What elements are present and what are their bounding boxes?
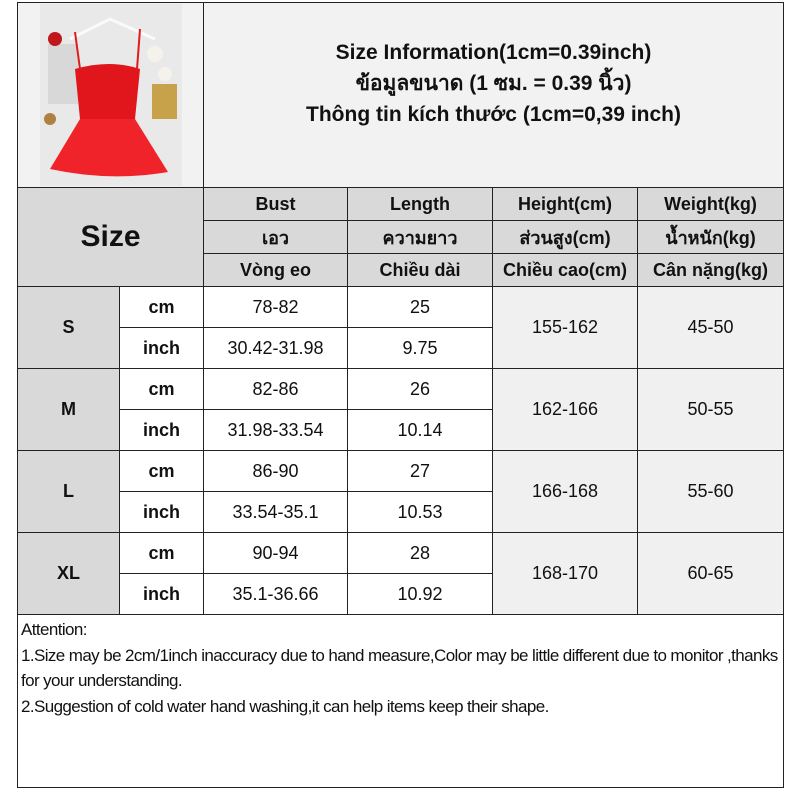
length-cm: 26	[347, 368, 493, 410]
unit-cm: cm	[119, 368, 204, 410]
size-xl: XL	[17, 532, 120, 615]
weight-range: 50-55	[636, 368, 785, 451]
table-row: S cm 78-82 25 155-162 45-50	[17, 286, 785, 369]
col-length-vi: Chiều dài	[347, 253, 493, 287]
length-cm: 27	[347, 450, 493, 492]
size-info-title: Size Information(1cm=0.39inch) ข้อมูลขนา…	[202, 2, 785, 188]
weight-range: 55-60	[636, 450, 785, 533]
bust-inch: 30.42-31.98	[203, 327, 348, 369]
col-length-en: Length	[347, 187, 493, 221]
attention-note-1: 1.Size may be 2cm/1inch inaccuracy due t…	[21, 645, 778, 691]
col-height-th: ส่วนสูง(cm)	[492, 220, 638, 254]
table-row: XL cm 90-94 28 168-170 60-65	[17, 532, 785, 615]
col-weight-en: Weight(kg)	[636, 187, 785, 221]
unit-inch: inch	[119, 327, 204, 369]
size-header: Size	[17, 187, 204, 287]
table-row: inch 33.54-35.1 10.53	[18, 491, 784, 533]
col-bust-en: Bust	[203, 187, 348, 221]
title-english: Size Information(1cm=0.39inch)	[335, 40, 652, 64]
weight-range: 45-50	[636, 286, 785, 369]
table-row: inch 31.98-33.54 10.14	[18, 409, 784, 451]
col-bust-th: เอว	[203, 220, 348, 254]
unit-inch: inch	[119, 409, 204, 451]
bust-cm: 86-90	[203, 450, 348, 492]
table-row: inch 30.42-31.98 9.75	[18, 327, 784, 369]
attention-notes: Attention: 1.Size may be 2cm/1inch inacc…	[16, 614, 785, 788]
unit-cm: cm	[119, 532, 204, 574]
unit-inch: inch	[119, 491, 204, 533]
height-range: 166-168	[492, 450, 638, 533]
size-s: S	[17, 286, 120, 369]
bust-cm: 82-86	[203, 368, 348, 410]
table-row: L cm 86-90 27 166-168 55-60	[17, 450, 785, 533]
title-thai: ข้อมูลขนาด (1 ซม. = 0.39 นิ้ว)	[355, 71, 632, 95]
height-range: 168-170	[492, 532, 638, 615]
size-l: L	[17, 450, 120, 533]
col-height-en: Height(cm)	[492, 187, 638, 221]
length-inch: 9.75	[347, 327, 493, 369]
length-inch: 10.14	[347, 409, 493, 451]
col-length-th: ความยาว	[347, 220, 493, 254]
bust-inch: 31.98-33.54	[203, 409, 348, 451]
col-weight-th: น้ำหนัก(kg)	[636, 220, 785, 254]
weight-range: 60-65	[636, 532, 785, 615]
col-height-vi: Chiều cao(cm)	[492, 253, 638, 287]
bust-cm: 78-82	[203, 286, 348, 328]
unit-cm: cm	[119, 450, 204, 492]
table-row: inch 35.1-36.66 10.92	[18, 573, 784, 615]
length-cm: 25	[347, 286, 493, 328]
height-range: 162-166	[492, 368, 638, 451]
size-chart-table: Size Information(1cm=0.39inch) ข้อมูลขนา…	[16, 2, 785, 788]
unit-inch: inch	[119, 573, 204, 615]
attention-heading: Attention:	[21, 620, 87, 639]
table-row: M cm 82-86 26 162-166 50-55	[17, 368, 785, 451]
height-range: 155-162	[492, 286, 638, 369]
size-m: M	[17, 368, 120, 451]
bust-inch: 35.1-36.66	[203, 573, 348, 615]
product-photo-red-lace-dress	[39, 4, 182, 186]
col-bust-vi: Vòng eo	[203, 253, 348, 287]
attention-note-2: 2.Suggestion of cold water hand washing,…	[21, 696, 549, 716]
col-weight-vi: Cân nặng(kg)	[636, 253, 785, 287]
bust-cm: 90-94	[203, 532, 348, 574]
unit-cm: cm	[119, 286, 204, 328]
length-inch: 10.53	[347, 491, 493, 533]
length-cm: 28	[347, 532, 493, 574]
bust-inch: 33.54-35.1	[203, 491, 348, 533]
length-inch: 10.92	[347, 573, 493, 615]
product-image-cell	[17, 2, 204, 188]
title-vietnamese: Thông tin kích thước (1cm=0,39 inch)	[306, 102, 681, 126]
